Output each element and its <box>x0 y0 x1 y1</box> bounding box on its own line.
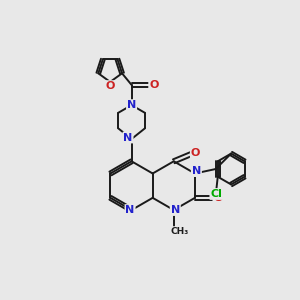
Text: N: N <box>171 205 180 215</box>
Text: N: N <box>125 205 135 215</box>
Text: Cl: Cl <box>210 189 222 199</box>
Text: O: O <box>149 80 158 90</box>
Text: N: N <box>192 166 201 176</box>
Text: N: N <box>123 133 133 142</box>
Text: O: O <box>213 193 223 203</box>
Text: CH₃: CH₃ <box>170 227 188 236</box>
Text: O: O <box>191 148 200 158</box>
Text: O: O <box>106 81 115 91</box>
Text: N: N <box>127 100 136 110</box>
